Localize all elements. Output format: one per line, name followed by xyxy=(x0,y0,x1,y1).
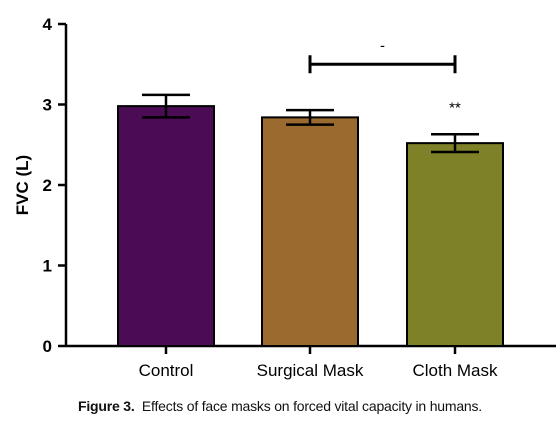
chart-bars xyxy=(118,106,503,346)
y-tick-label: 3 xyxy=(43,96,52,115)
bar xyxy=(407,143,503,346)
caption-label: Figure 3. xyxy=(78,398,135,414)
y-tick-label: 4 xyxy=(43,15,53,34)
x-tick-label: Control xyxy=(139,361,194,380)
x-tick-label: Surgical Mask xyxy=(257,361,364,380)
y-tick-label: 0 xyxy=(43,337,52,356)
y-axis-label: FVC (L) xyxy=(13,155,32,215)
chart-annotations: - ** xyxy=(310,37,461,116)
bar xyxy=(118,106,214,346)
significance-marker: ** xyxy=(449,99,461,116)
y-tick-label: 1 xyxy=(43,257,52,276)
y-tick-label: 2 xyxy=(43,176,52,195)
caption-text: Effects of face masks on forced vital ca… xyxy=(142,398,482,414)
x-tick-label: Cloth Mask xyxy=(412,361,498,380)
bracket-label: - xyxy=(380,37,385,54)
bar xyxy=(262,117,358,346)
figure-caption: Figure 3. Effects of face masks on force… xyxy=(0,398,560,414)
